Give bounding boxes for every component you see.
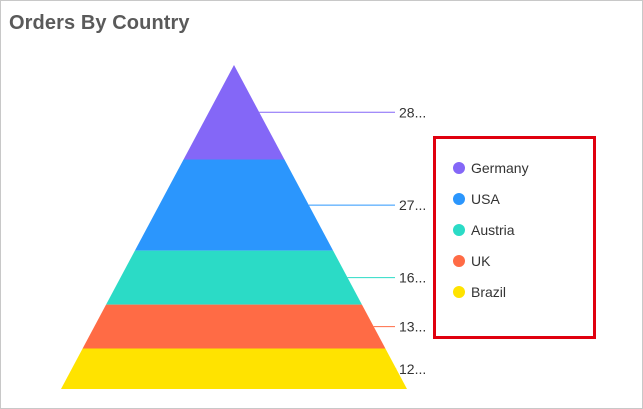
- pyramid-segment-usa[interactable]: [134, 159, 334, 251]
- legend: Germany USA Austria UK Brazil: [433, 136, 596, 339]
- data-label-usa: 27...: [399, 197, 426, 213]
- legend-label: Austria: [471, 222, 515, 238]
- data-label-austria: 16...: [399, 270, 426, 286]
- legend-marker-icon: [453, 162, 465, 174]
- chart-title: Orders By Country: [9, 12, 190, 34]
- legend-item-usa[interactable]: USA: [453, 189, 500, 209]
- legend-label: Brazil: [471, 284, 507, 300]
- legend-marker-icon: [453, 224, 465, 236]
- legend-marker-icon: [453, 193, 465, 205]
- legend-item-austria[interactable]: Austria: [453, 220, 515, 240]
- legend-label: Germany: [471, 160, 529, 176]
- data-label-uk: 13...: [399, 319, 426, 335]
- data-label-connectors: [259, 111, 397, 370]
- pyramid-segment-germany[interactable]: [183, 65, 285, 160]
- pyramid-segment-austria[interactable]: [106, 250, 362, 305]
- legend-item-brazil[interactable]: Brazil: [453, 282, 506, 302]
- legend-marker-icon: [453, 286, 465, 298]
- legend-item-germany[interactable]: Germany: [453, 158, 529, 178]
- legend-item-uk[interactable]: UK: [453, 251, 490, 271]
- pyramid-segment-brazil[interactable]: [61, 348, 407, 390]
- legend-label: UK: [471, 253, 491, 269]
- data-labels: 28... 27... 16... 13... 12...: [399, 104, 426, 377]
- legend-marker-icon: [453, 255, 465, 267]
- pyramid-segment-uk[interactable]: [82, 304, 386, 349]
- pyramid-segments: [61, 65, 407, 389]
- data-label-brazil: 12...: [399, 361, 426, 377]
- data-label-germany: 28...: [399, 104, 426, 120]
- legend-label: USA: [471, 191, 500, 207]
